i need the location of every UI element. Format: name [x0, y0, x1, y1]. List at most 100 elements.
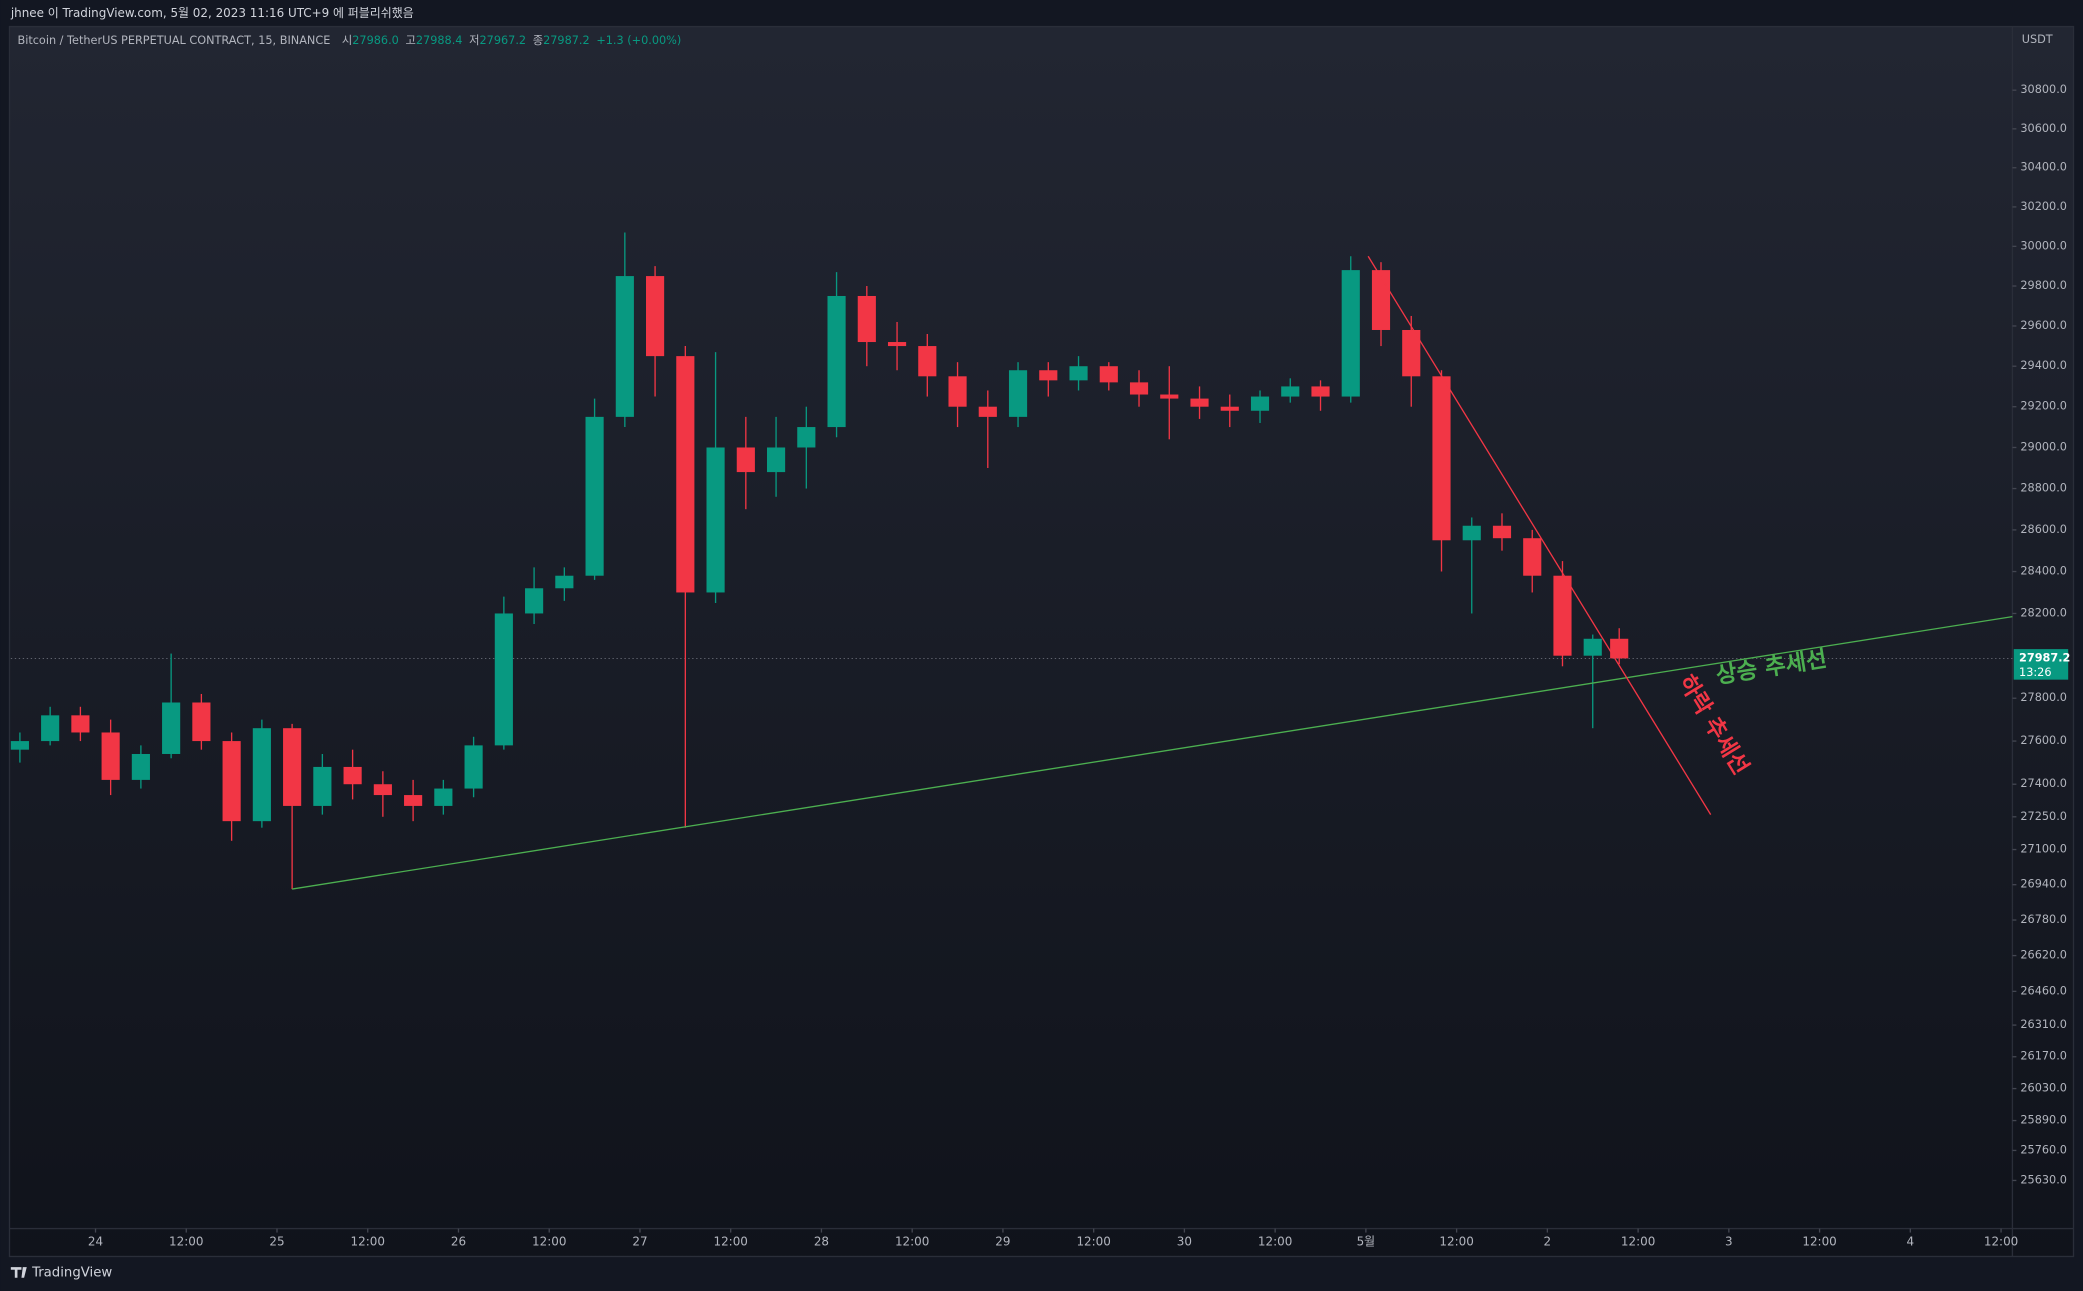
y-tick-label: 28200.0 — [2020, 606, 2067, 619]
x-tick-label: 28 — [814, 1234, 829, 1248]
y-tick-label: 29400.0 — [2020, 359, 2067, 372]
ohlc-name: 시 — [342, 34, 352, 47]
candle-body — [766, 447, 786, 473]
candle-body — [41, 715, 60, 742]
x-tick-label: 27 — [632, 1234, 647, 1248]
ohlc-name: 저 — [469, 34, 479, 47]
symbol-title: Bitcoin / TetherUS PERPETUAL CONTRACT, 1… — [17, 34, 330, 47]
y-tick-label: 30200.0 — [2020, 200, 2067, 213]
trendline — [292, 615, 2013, 890]
candle-body — [1008, 370, 1028, 417]
y-tick-label: 29800.0 — [2020, 279, 2067, 292]
y-tick-label: 26030.0 — [2020, 1082, 2067, 1095]
y-tick-label: 29200.0 — [2020, 400, 2067, 413]
x-tick-label: 12:00 — [169, 1234, 203, 1248]
change: +1.3 (+0.00%) — [596, 34, 681, 47]
candle-body — [555, 575, 574, 589]
y-tick-label: 30400.0 — [2020, 161, 2067, 174]
footer-brand: TradingView — [31, 1265, 112, 1280]
candle-body — [706, 447, 725, 593]
countdown-label: 13:26 — [2019, 666, 2051, 679]
candle-body — [1462, 525, 1481, 541]
x-tick-label: 12:00 — [1802, 1234, 1836, 1248]
ohlc-value: 27986.0 — [352, 34, 399, 47]
candle-body — [615, 276, 634, 417]
ohlc-value: 27987.2 — [543, 34, 590, 47]
candle-body — [978, 406, 997, 417]
candle-body — [1583, 638, 1602, 656]
candle-body — [313, 766, 332, 806]
candle-body — [162, 702, 181, 754]
candle-body — [373, 784, 392, 796]
candle-body — [1492, 525, 1512, 539]
x-tick-label: 12:00 — [713, 1234, 747, 1248]
x-tick-label: 26 — [451, 1234, 466, 1248]
x-tick-label: 12:00 — [351, 1234, 385, 1248]
y-tick-label: 28800.0 — [2020, 482, 2067, 495]
candle-body — [1069, 366, 1088, 381]
y-tick-label: 30800.0 — [2020, 83, 2067, 96]
candle-body — [1190, 398, 1209, 407]
candle-body — [1311, 386, 1330, 397]
y-tick-label: 26780.0 — [2020, 913, 2067, 926]
candle-body — [1523, 538, 1542, 576]
x-tick-label: 24 — [88, 1234, 103, 1248]
ohlc-value: 27967.2 — [479, 34, 526, 47]
y-tick-label: 27600.0 — [2020, 734, 2067, 747]
candle-body — [494, 613, 513, 746]
candle-body — [918, 346, 937, 377]
ohlc-name: 종 — [533, 34, 543, 47]
x-tick-label: 4 — [1907, 1234, 1915, 1248]
candle-body — [1250, 396, 1270, 411]
candle-body — [887, 342, 907, 347]
candle-body — [585, 416, 604, 576]
candle-body — [857, 295, 876, 343]
symbol-legend: Bitcoin / TetherUS PERPETUAL CONTRACT, 1… — [17, 34, 681, 47]
candle-body — [1220, 406, 1239, 411]
candle-body — [797, 427, 816, 448]
candle-body — [131, 753, 150, 780]
candle-body — [525, 588, 544, 614]
candle-body — [252, 728, 271, 822]
candle-body — [1371, 270, 1391, 330]
y-tick-label: 30600.0 — [2020, 122, 2067, 135]
y-tick-label: 27250.0 — [2020, 810, 2067, 823]
candle-body — [71, 715, 90, 733]
x-tick-label: 12:00 — [1621, 1234, 1655, 1248]
x-tick-label: 30 — [1177, 1234, 1192, 1248]
y-tick-label: 28400.0 — [2020, 565, 2067, 578]
y-tick-label: 27100.0 — [2020, 843, 2067, 856]
candle-body — [283, 728, 302, 806]
candle-body — [404, 795, 423, 806]
y-tick-label: 27800.0 — [2020, 691, 2067, 704]
ohlc-value: 27988.4 — [416, 34, 463, 47]
candle-body — [1129, 382, 1149, 395]
price-unit: USDT — [2022, 33, 2053, 46]
y-tick-label: 26310.0 — [2020, 1018, 2067, 1031]
x-tick-label: 12:00 — [1076, 1234, 1110, 1248]
x-tick-label: 25 — [269, 1234, 284, 1248]
x-tick-label: 12:00 — [1258, 1234, 1292, 1248]
candle-body — [222, 741, 241, 822]
candle-body — [434, 788, 453, 806]
y-tick-label: 25890.0 — [2020, 1114, 2067, 1127]
y-tick-label: 25630.0 — [2020, 1173, 2067, 1186]
y-tick-label: 27400.0 — [2020, 777, 2067, 790]
candle-body — [1402, 329, 1421, 377]
x-tick-label: 29 — [995, 1234, 1010, 1248]
y-tick-label: 29000.0 — [2020, 440, 2067, 453]
trendline — [1367, 255, 1712, 815]
publish-header: jhnee 이 TradingView.com, 5월 02, 2023 11:… — [10, 6, 414, 20]
footer-logo — [10, 1267, 27, 1278]
y-tick-label: 28600.0 — [2020, 523, 2067, 536]
candle-body — [464, 745, 483, 789]
candle-body — [1432, 376, 1451, 541]
candle-body — [1341, 270, 1360, 397]
candle-body — [1553, 575, 1572, 656]
y-tick-label: 29600.0 — [2020, 319, 2067, 332]
y-tick-label: 26170.0 — [2020, 1050, 2067, 1063]
candle-body — [1281, 386, 1300, 397]
y-tick-label: 30000.0 — [2020, 239, 2067, 252]
candle-body — [948, 376, 967, 407]
candle-body — [343, 766, 362, 785]
